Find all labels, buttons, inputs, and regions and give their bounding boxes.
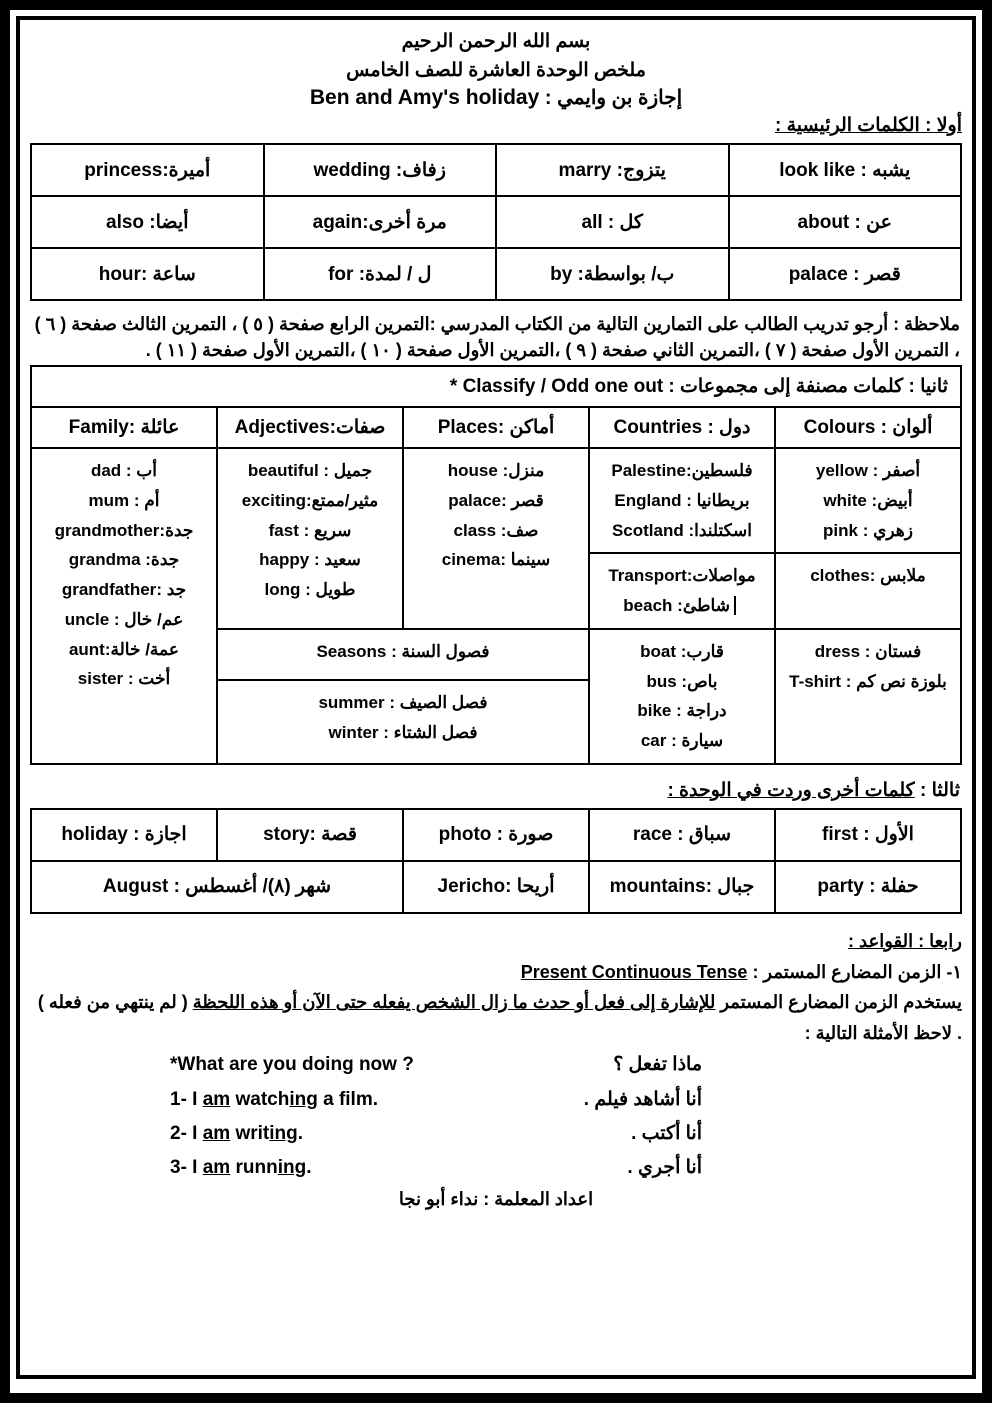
example-row: ماذا تفعل ؟ *What are you doing now ? xyxy=(30,1048,962,1082)
extra-words-table: الأول : first سباق : race صورة : photo ق… xyxy=(30,808,962,914)
vocab-cell: أيضا: also xyxy=(31,196,264,248)
classify-cell: مواصلات:Transport شاطئ: beach xyxy=(589,553,775,629)
vocab-cell: ل / لمدة: for xyxy=(264,248,497,300)
example-ar: ماذا تفعل ؟ xyxy=(613,1048,702,1082)
example-row: أنا أجري . 3- I am running. xyxy=(30,1151,962,1185)
section3-label: ثالثا : كلمات أخرى وردت في الوحدة : xyxy=(32,779,960,802)
vocab-cell: مرة أخرى:again xyxy=(264,196,497,248)
classify-cell: أصفر : yellow أبيض: white زهري : pink xyxy=(775,448,961,553)
classify-cell: فلسطين:Palestine بريطانيا : England اسكت… xyxy=(589,448,775,553)
extra-cell: أريحا :Jericho xyxy=(403,861,589,913)
example-ar: أنا أكتب . xyxy=(631,1117,702,1151)
vocab-cell: يشبه : look like xyxy=(729,144,962,196)
extra-cell: صورة : photo xyxy=(403,809,589,861)
vocab-cell: أميرة:princess xyxy=(31,144,264,196)
vocab-cell: يتزوج: marry xyxy=(496,144,729,196)
classify-cell: منزل: house قصر :palace صف: class سينما … xyxy=(403,448,589,629)
extra-cell: الأول : first xyxy=(775,809,961,861)
vocab-cell: زفاف: wedding xyxy=(264,144,497,196)
seasons-cell: فصل الصيف : summer فصل الشتاء : winter xyxy=(217,680,589,764)
classify-head: صفات:Adjectives xyxy=(217,407,403,448)
extra-cell: حفلة : party xyxy=(775,861,961,913)
classify-head: أماكن :Places xyxy=(403,407,589,448)
sec3-prefix: ثالثا : xyxy=(915,780,960,801)
example-ar: أنا أجري . xyxy=(627,1151,702,1185)
example-en: 1- I am watching a film. xyxy=(170,1083,378,1117)
extra-cell: جبال :mountains xyxy=(589,861,775,913)
grammar-title-ar: ١- الزمن المضارع المستمر : xyxy=(752,962,962,982)
classify-head: عائلة :Family xyxy=(31,407,217,448)
unit-summary: ملخص الوحدة العاشرة للصف الخامس xyxy=(30,57,962,86)
bismillah: بسم الله الرحمن الرحيم xyxy=(30,28,962,57)
section1-label: أولا : الكلمات الرئيسية : xyxy=(30,114,962,137)
classify-cell: ملابس :clothes xyxy=(775,553,961,629)
seasons-head: فصول السنة : Seasons xyxy=(217,629,589,680)
example-en: 3- I am running. xyxy=(170,1151,311,1185)
vocab-cell: كل : all xyxy=(496,196,729,248)
section2-label: ثانيا : كلمات مصنفة إلى مجموعات : Classi… xyxy=(31,366,961,407)
sec3-underline: كلمات أخرى وردت في الوحدة : xyxy=(667,780,914,801)
section4-label: رابعا : القواعد : xyxy=(30,926,962,957)
example-ar: أنا أشاهد فيلم . xyxy=(584,1083,702,1117)
footer-credit: اعداد المعلمة : نداء أبو نجا xyxy=(30,1189,962,1210)
holiday-ar: إجازة بن وايمي : xyxy=(539,87,682,109)
example-en: *What are you doing now ? xyxy=(170,1048,414,1082)
example-en: 2- I am writing. xyxy=(170,1117,303,1151)
classify-cell: فستان : dress بلوزة نص كم : T-shirt xyxy=(775,629,961,764)
extra-cell: قصة :story xyxy=(217,809,403,861)
extra-cell: اجازة : holiday xyxy=(31,809,217,861)
classify-head: دول : Countries xyxy=(589,407,775,448)
classify-table: ثانيا : كلمات مصنفة إلى مجموعات : Classi… xyxy=(30,365,962,765)
note-text: ملاحظة : أرجو تدريب الطالب على التمارين … xyxy=(32,311,960,363)
unit-title: إجازة بن وايمي : Ben and Amy's holiday xyxy=(30,85,962,110)
vocab-cell: قصر : palace xyxy=(729,248,962,300)
grammar-title: ١- الزمن المضارع المستمر : Present Conti… xyxy=(30,957,962,988)
holiday-en: Ben and Amy's holiday xyxy=(310,86,539,109)
vocab-table: يشبه : look like يتزوج: marry زفاف: wedd… xyxy=(30,143,962,301)
grammar-rule: يستخدم الزمن المضارع المستمر للإشارة إلى… xyxy=(30,987,962,1048)
classify-head: ألوان : Colours xyxy=(775,407,961,448)
transport-label: مواصلات:Transport xyxy=(608,566,755,585)
extra-cell: شهر (٨)/ أغسطس : August xyxy=(31,861,403,913)
vocab-cell: عن : about xyxy=(729,196,962,248)
vocab-cell: ب/ بواسطة: by xyxy=(496,248,729,300)
beach-label: شاطئ: beach xyxy=(623,596,736,615)
classify-cell: جميل : beautiful مثير/ممتع:exciting سريع… xyxy=(217,448,403,629)
example-row: أنا أكتب . 2- I am writing. xyxy=(30,1117,962,1151)
vocab-cell: ساعة :hour xyxy=(31,248,264,300)
grammar-title-en: Present Continuous Tense xyxy=(521,962,748,982)
classify-cell: قارب: boat باص: bus دراجة : bike سيارة :… xyxy=(589,629,775,764)
example-row: أنا أشاهد فيلم . 1- I am watching a film… xyxy=(30,1083,962,1117)
classify-cell: أب : dad أم : mum جدة:grandmother جدة: g… xyxy=(31,448,217,764)
extra-cell: سباق : race xyxy=(589,809,775,861)
